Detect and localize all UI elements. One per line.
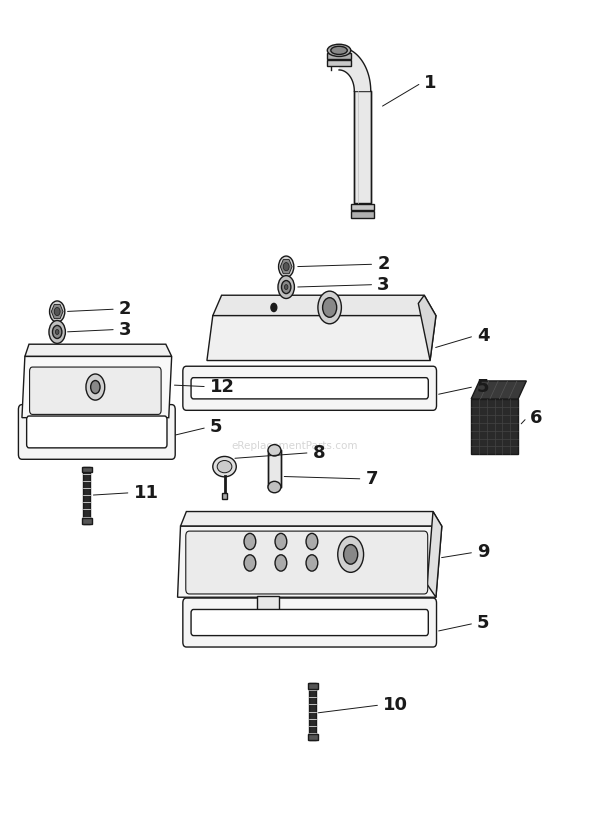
Polygon shape [51,305,63,319]
Bar [257,595,278,615]
Bar [351,204,374,210]
Text: 4: 4 [477,327,490,345]
Bar [81,518,91,524]
Circle shape [54,307,60,315]
Circle shape [281,281,291,293]
Bar [309,683,316,740]
Circle shape [86,374,105,400]
Circle shape [244,554,256,571]
Bar [327,52,351,58]
Text: 6: 6 [530,409,542,427]
Circle shape [323,297,337,317]
Ellipse shape [268,482,281,493]
Text: 7: 7 [365,470,378,488]
Text: 3: 3 [119,320,132,338]
Text: eReplacementParts.com: eReplacementParts.com [232,441,358,451]
Circle shape [278,276,294,298]
Polygon shape [471,381,526,399]
Bar [355,91,371,203]
Circle shape [283,263,289,271]
Circle shape [50,301,65,322]
Polygon shape [181,512,442,527]
Polygon shape [427,512,442,597]
Circle shape [53,325,62,338]
FancyBboxPatch shape [30,367,161,414]
Bar [351,211,374,218]
Circle shape [318,291,342,324]
Polygon shape [280,260,292,274]
FancyBboxPatch shape [191,378,428,399]
Polygon shape [178,527,442,597]
Text: 12: 12 [210,378,235,396]
Polygon shape [213,295,436,315]
Circle shape [244,533,256,550]
Circle shape [278,256,294,278]
FancyBboxPatch shape [18,405,175,459]
Text: 5: 5 [477,378,490,396]
Bar [471,399,518,455]
Circle shape [271,303,277,311]
FancyBboxPatch shape [186,531,428,594]
Ellipse shape [268,445,281,456]
Text: 5: 5 [210,419,222,437]
Circle shape [91,381,100,394]
Bar [83,467,90,524]
Polygon shape [22,356,172,418]
Bar [81,467,91,473]
Circle shape [306,533,318,550]
FancyBboxPatch shape [191,609,428,636]
Polygon shape [207,315,436,360]
Circle shape [275,533,287,550]
Ellipse shape [331,47,348,54]
Polygon shape [339,48,371,91]
Text: 1: 1 [424,74,437,92]
FancyBboxPatch shape [183,366,437,410]
Text: 10: 10 [383,696,408,714]
Circle shape [275,554,287,571]
Text: 2: 2 [377,256,390,274]
Text: 2: 2 [119,300,132,318]
Bar [268,450,281,487]
Ellipse shape [327,44,351,57]
Polygon shape [25,344,172,356]
Bar [327,60,351,66]
Text: 3: 3 [377,276,390,294]
Circle shape [306,554,318,571]
Ellipse shape [217,460,232,473]
Text: 5: 5 [477,614,490,632]
Text: 11: 11 [133,484,159,502]
Circle shape [337,536,363,572]
Bar [307,683,317,689]
Circle shape [55,329,59,334]
Circle shape [284,285,288,289]
Circle shape [343,545,358,564]
Text: 8: 8 [313,444,325,462]
Polygon shape [418,295,436,360]
Ellipse shape [213,456,236,477]
Text: 9: 9 [477,543,490,561]
Bar [307,735,317,740]
FancyBboxPatch shape [183,598,437,647]
Bar [222,493,228,500]
Circle shape [49,320,65,343]
FancyBboxPatch shape [27,416,167,448]
